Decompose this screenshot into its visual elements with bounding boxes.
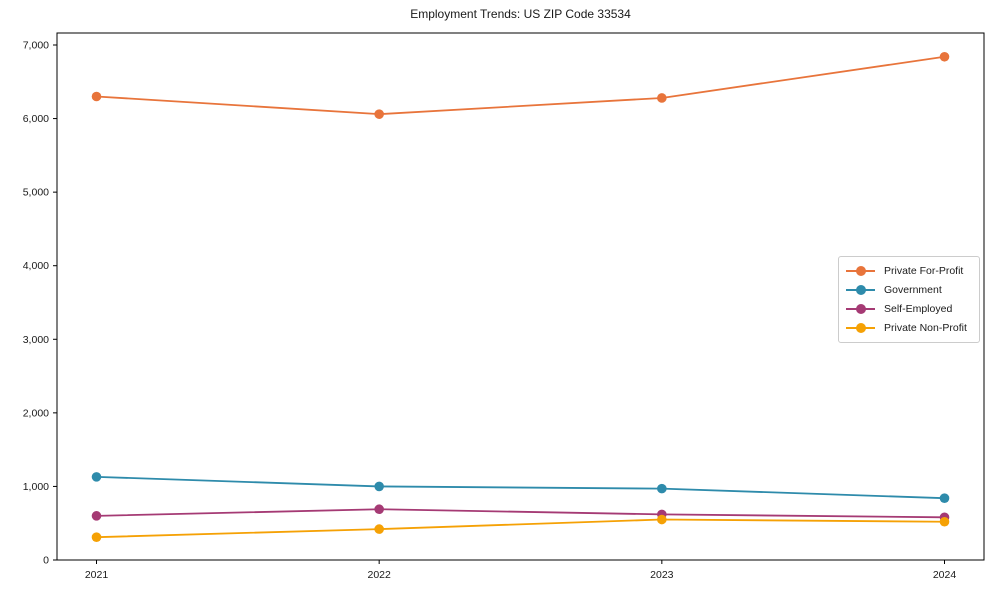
legend-label: Government xyxy=(884,283,942,296)
data-point-private-non-profit-2024 xyxy=(939,516,950,527)
legend-label: Private Non-Profit xyxy=(884,322,967,335)
data-point-self-employed-2021 xyxy=(91,511,102,521)
legend-item-self-employed: Self-Employed xyxy=(846,300,972,319)
y-tick-label: 4,000 xyxy=(23,260,49,272)
x-tick-label: 2022 xyxy=(367,569,391,581)
series-line-government xyxy=(95,475,946,500)
data-point-private-for-profit-2024 xyxy=(939,51,950,62)
y-tick-label: 0 xyxy=(43,555,49,567)
data-point-self-employed-2022 xyxy=(374,504,384,515)
data-point-government-2023 xyxy=(657,483,667,494)
x-tick-label: 2024 xyxy=(933,569,957,581)
data-point-government-2021 xyxy=(91,472,102,482)
x-tick-label: 2023 xyxy=(650,569,674,581)
series-line-private-non-profit xyxy=(95,518,946,539)
legend-item-private-non-profit: Private Non-Profit xyxy=(846,319,972,338)
y-tick-label: 2,000 xyxy=(23,407,49,419)
y-tick-label: 5,000 xyxy=(23,187,49,199)
legend-label: Private For-Profit xyxy=(884,264,964,277)
data-point-private-non-profit-2022 xyxy=(374,524,384,534)
y-tick-label: 3,000 xyxy=(23,334,49,346)
data-point-private-for-profit-2021 xyxy=(91,91,102,102)
x-tick-label: 2021 xyxy=(85,569,109,581)
series-line-self-employed xyxy=(95,508,946,519)
line-dot-marker-icon xyxy=(846,323,875,334)
line-dot-marker-icon xyxy=(846,265,875,276)
axes-frame xyxy=(56,32,985,561)
legend-item-government: Government xyxy=(846,280,972,299)
y-tick-label: 7,000 xyxy=(23,39,49,51)
data-point-private-for-profit-2023 xyxy=(657,93,667,103)
line-dot-marker-icon xyxy=(846,304,875,315)
data-point-government-2024 xyxy=(939,493,950,503)
data-point-government-2022 xyxy=(374,481,384,492)
legend-item-private-for-profit: Private For-Profit xyxy=(846,261,972,280)
data-point-private-for-profit-2022 xyxy=(374,109,384,119)
line-dot-marker-icon xyxy=(846,284,875,295)
y-tick-label: 6,000 xyxy=(23,113,49,125)
legend: Private For-Profit Government Self-Emplo… xyxy=(838,256,980,343)
legend-label: Self-Employed xyxy=(884,303,953,316)
y-tick-label: 1,000 xyxy=(23,481,49,493)
series-line-private-for-profit xyxy=(95,55,946,116)
chart-title: Employment Trends: US ZIP Code 33534 xyxy=(410,7,631,21)
data-point-private-non-profit-2021 xyxy=(91,532,102,542)
data-point-private-non-profit-2023 xyxy=(657,514,667,525)
